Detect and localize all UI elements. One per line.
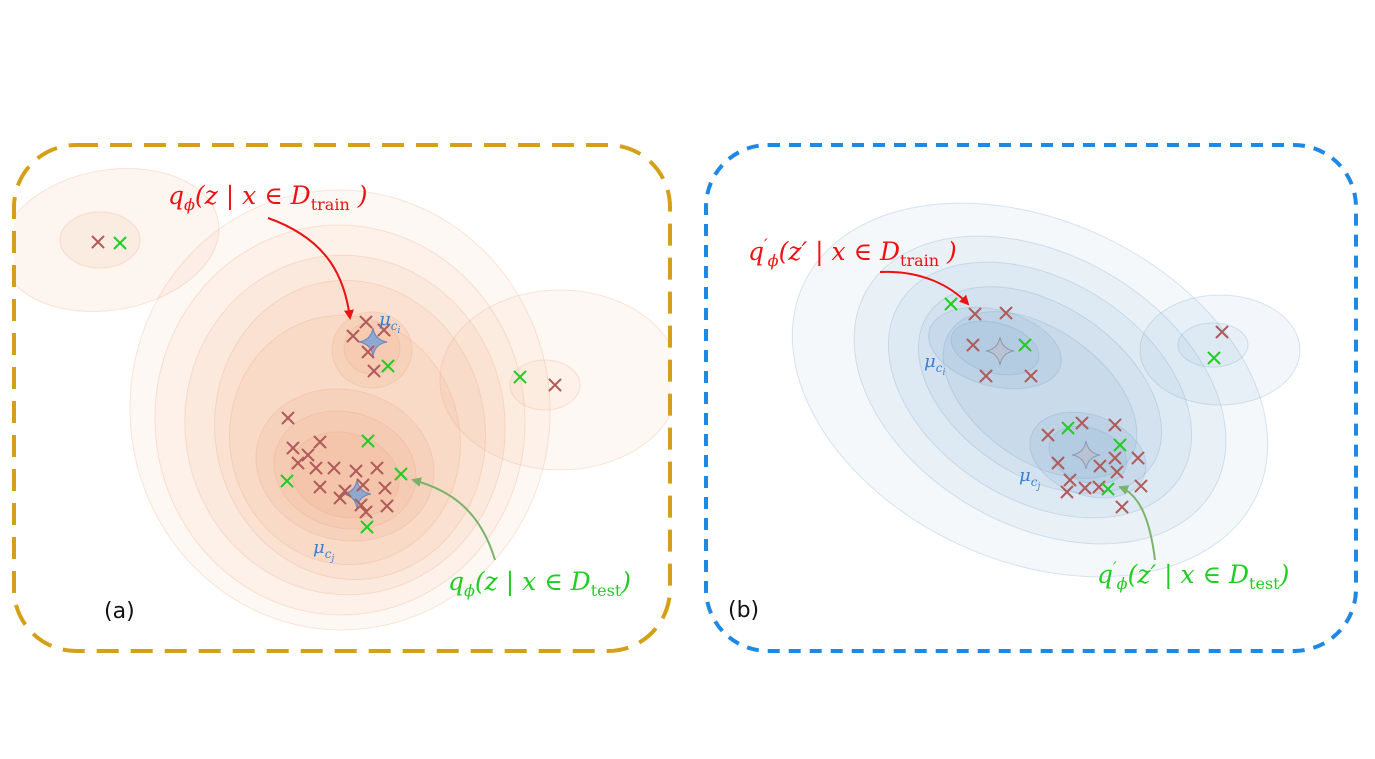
test-arrow-b	[1118, 485, 1156, 561]
train-sample-marker	[346, 329, 360, 343]
density-level	[214, 279, 486, 581]
train-sample-marker	[1093, 459, 1107, 473]
train-sample-marker	[1215, 325, 1229, 339]
density-level	[229, 314, 461, 566]
train-sample-marker	[286, 441, 300, 455]
train-sample-marker	[313, 480, 327, 494]
test-sample-marker	[113, 236, 127, 250]
train-sample-marker	[359, 505, 373, 519]
density-level	[290, 431, 400, 519]
density-level	[791, 202, 1269, 578]
density-level	[273, 410, 417, 530]
density-contours-a	[14, 167, 670, 631]
train-sample-marker	[1075, 416, 1089, 430]
train-sample-marker	[1108, 418, 1122, 432]
panel-a: qϕ(z | x ∈ Dtrain ) qϕ(z | x ∈ Dtest) μc…	[12, 143, 672, 653]
train-distribution-label-b: q′ϕ(z′ | x ∈ Dtrain )	[748, 235, 957, 270]
test-sample-marker	[394, 467, 408, 481]
density-level	[853, 235, 1227, 545]
train-sample-marker	[1110, 465, 1124, 479]
density-level	[154, 224, 526, 616]
test-arrow-a	[411, 477, 496, 561]
train-sample-marker	[979, 369, 993, 383]
train-sample-marker	[1134, 479, 1148, 493]
train-sample-marker	[999, 306, 1013, 320]
centroid-star-i-b	[985, 336, 1015, 366]
test-sample-marker	[361, 434, 375, 448]
test-sample-marker	[1101, 482, 1115, 496]
train-sample-marker	[361, 345, 375, 359]
density-level	[887, 261, 1193, 519]
density-level	[942, 311, 1138, 479]
train-sample-marker	[301, 448, 315, 462]
train-sample-marker	[1024, 369, 1038, 383]
train-sample-marker	[91, 235, 105, 249]
train-sample-marker	[359, 315, 373, 329]
train-sample-marker	[1051, 456, 1065, 470]
train-sample-marker	[1115, 500, 1129, 514]
train-arrow-b	[879, 270, 970, 306]
train-sample-marker	[313, 435, 327, 449]
train-sample-marker	[354, 498, 368, 512]
train-sample-marker	[1108, 451, 1122, 465]
train-sample-marker	[966, 338, 980, 352]
train-sample-marker	[370, 461, 384, 475]
panel-a-border	[12, 143, 672, 653]
density-level	[509, 359, 581, 411]
train-sample-marker	[378, 481, 392, 495]
train-sample-marker	[356, 478, 370, 492]
train-sample-marker	[548, 378, 562, 392]
train-sample-marker	[291, 456, 305, 470]
markers-b	[944, 297, 1229, 514]
train-distribution-label-a: qϕ(z | x ∈ Dtrain )	[168, 181, 367, 214]
train-sample-marker	[1063, 473, 1077, 487]
test-sample-marker	[1061, 421, 1075, 435]
test-sample-marker	[513, 370, 527, 384]
test-distribution-label-b: q′ϕ(z′ | x ∈ Dtest)	[1097, 558, 1289, 593]
markers-a	[91, 235, 562, 534]
density-level	[184, 254, 506, 596]
test-sample-marker	[1207, 351, 1221, 365]
density-level	[917, 286, 1163, 494]
train-sample-marker	[380, 499, 394, 513]
test-sample-marker	[1113, 438, 1127, 452]
density-level	[1177, 322, 1249, 368]
density-level	[14, 167, 220, 313]
test-sample-marker	[381, 359, 395, 373]
centroid-label-i-b: μci	[924, 351, 945, 378]
panel-label-a: (a)	[104, 599, 135, 624]
train-sample-marker	[1041, 428, 1055, 442]
train-sample-marker	[349, 464, 363, 478]
train-sample-marker	[327, 461, 341, 475]
centroid-label-i-a: μci	[379, 309, 400, 336]
train-sample-marker	[377, 323, 391, 337]
train-sample-marker	[338, 484, 352, 498]
test-sample-marker	[360, 520, 374, 534]
train-sample-marker	[333, 491, 347, 505]
train-sample-marker	[968, 307, 982, 321]
test-sample-marker	[280, 474, 294, 488]
train-sample-marker	[367, 364, 381, 378]
test-distribution-label-a: qϕ(z | x ∈ Dtest)	[448, 567, 631, 600]
test-sample-marker	[1018, 338, 1032, 352]
centroid-label-j-b: μcj	[1019, 465, 1040, 492]
panel-b: q′ϕ(z′ | x ∈ Dtrain ) q′ϕ(z′ | x ∈ Dtest…	[704, 143, 1358, 653]
train-sample-marker	[1078, 481, 1092, 495]
test-sample-marker	[944, 297, 958, 311]
density-level	[129, 189, 551, 631]
train-sample-marker	[309, 461, 323, 475]
train-sample-marker	[1060, 485, 1074, 499]
train-sample-marker	[281, 411, 295, 425]
panel-b-border	[704, 143, 1358, 653]
density-level	[1139, 294, 1301, 406]
panel-label-b: (b)	[728, 598, 759, 623]
centroid-label-j-a: μcj	[313, 537, 334, 564]
train-arrow-a	[267, 217, 354, 320]
centroid-star-j-b	[1071, 440, 1101, 470]
train-sample-marker	[1131, 451, 1145, 465]
